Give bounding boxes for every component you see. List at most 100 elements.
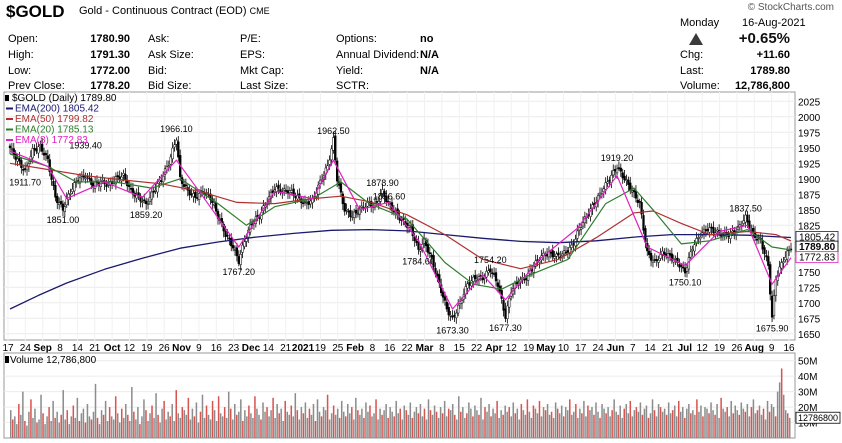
x-tick-label: 16 (783, 343, 795, 354)
volume-bar (76, 397, 79, 438)
copyright-link[interactable]: © StockCharts.com (747, 2, 834, 13)
volume-bar (236, 414, 238, 438)
volume-bar (391, 411, 393, 438)
candle-body (678, 263, 681, 268)
volume-bar (659, 407, 662, 438)
legend-entry: $GOLD (Daily) 1789.80 (12, 93, 117, 104)
x-tick-label: 16 (384, 343, 396, 354)
candle-body (767, 256, 770, 266)
candle-body (523, 278, 526, 281)
volume-bar (686, 408, 688, 438)
volume-bar (770, 404, 773, 438)
volume-bar (451, 404, 454, 438)
candle-body (549, 252, 552, 254)
volume-bar (587, 405, 589, 438)
volume-bar (470, 408, 472, 438)
candle-body (230, 238, 233, 247)
volume-bar (433, 405, 436, 438)
volume-bar (637, 411, 640, 438)
volume-bar (104, 400, 107, 438)
volume-bar (409, 402, 412, 438)
volume-bar (657, 404, 660, 438)
candle-body (209, 193, 212, 200)
volume-bar (696, 399, 698, 438)
volume-bar (264, 411, 266, 438)
candle-body (197, 193, 201, 200)
volume-bar (62, 390, 64, 438)
candle-body (345, 209, 348, 211)
x-tick-label: 19 (315, 343, 327, 354)
candle-body (419, 249, 422, 252)
volume-tick-label: 20M (798, 403, 817, 414)
candle-body (154, 189, 157, 192)
mkt-cap-label: Mkt Cap: (240, 65, 285, 77)
last-value: 1789.80 (750, 65, 790, 77)
x-tick-label: 17 (2, 343, 14, 354)
candle-body (192, 193, 195, 197)
x-tick-label: Aug (745, 343, 764, 354)
volume-bar (34, 408, 36, 438)
candle-body (608, 179, 611, 182)
volume-bar (750, 407, 753, 438)
volume-bar (518, 419, 521, 438)
candle-body (502, 300, 505, 311)
candle-body (474, 275, 477, 280)
volume-bar (141, 416, 143, 438)
volume-bar (780, 368, 783, 438)
x-tick-label: Mar (416, 343, 434, 354)
annual-dividend-value: N/A (420, 49, 439, 61)
volume-bar (203, 417, 206, 438)
volume-bar (571, 414, 573, 438)
volume-bar (641, 414, 644, 438)
volume-bar (163, 400, 165, 438)
volume-bar (308, 408, 311, 438)
candle-body (640, 202, 643, 215)
volume-bar (788, 417, 791, 438)
volume-bar (405, 410, 408, 438)
volume-bar (736, 410, 739, 438)
volume-bar (516, 408, 519, 438)
candle-body (712, 227, 715, 233)
volume-bar (579, 408, 581, 438)
candle-body (226, 234, 229, 237)
candle-body (23, 168, 27, 170)
candle-body (564, 251, 568, 254)
volume-bar (310, 414, 313, 438)
candle-body (305, 202, 309, 204)
volume-bar (746, 404, 749, 438)
volume-bar (744, 411, 747, 438)
candle-body (634, 190, 638, 199)
candle-body (184, 184, 188, 187)
volume-bar (361, 408, 363, 438)
volume-bar (68, 424, 71, 438)
volume-bar (552, 417, 555, 438)
volume-bar (189, 419, 192, 438)
volume-bar (367, 411, 369, 438)
prev-close-label: Prev Close: (8, 80, 65, 92)
volume-bar (688, 404, 690, 438)
volume-bar (569, 399, 571, 438)
candle-body (235, 247, 239, 257)
x-tick-label: 19 (141, 343, 153, 354)
volume-bar (635, 407, 638, 438)
volume-bar (748, 416, 751, 438)
volume-bar (46, 416, 48, 438)
volume-bar (18, 404, 20, 438)
candle-body (432, 255, 435, 268)
volume-bar (593, 414, 595, 438)
candle-body (481, 277, 484, 281)
volume-bar (256, 408, 258, 438)
x-tick-label: 21 (280, 343, 292, 354)
candle-body (237, 256, 240, 264)
candle-body (436, 273, 439, 277)
x-tick-label: 14 (72, 343, 84, 354)
price-panel: 1650167517001725175017751800182518501875… (2, 91, 839, 438)
volume-bar (114, 396, 117, 438)
x-tick-label: 17 (575, 343, 587, 354)
candle-body (625, 179, 628, 182)
volume-bar (528, 411, 531, 438)
volume-tag-label: 12786800 (798, 413, 838, 423)
volume-bar (431, 414, 434, 438)
volume-bar (581, 413, 583, 438)
